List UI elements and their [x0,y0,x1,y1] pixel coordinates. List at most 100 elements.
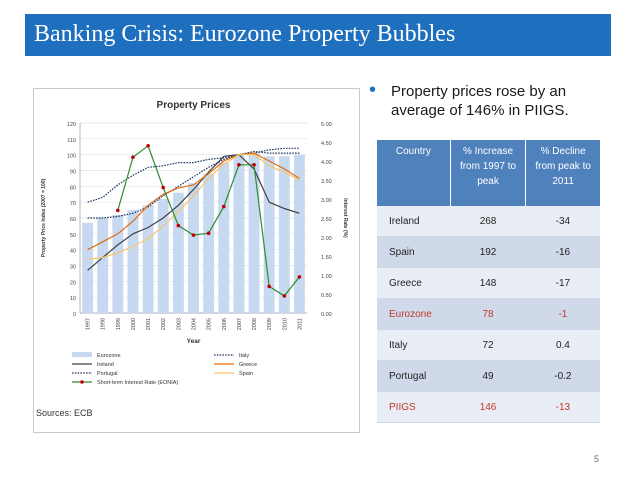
y-tick-label: 90 [70,170,76,176]
series-line-ireland [87,154,300,271]
bar-eurozone [82,222,94,313]
header-increase: % Increase from 1997 to peak [450,140,527,206]
eonia-marker [267,284,271,289]
y-tick-label: 60 [70,217,76,223]
cell-increase: 192 [450,236,526,268]
x-tick-label: 2007 [237,318,243,330]
bar-eurozone [157,199,169,313]
property-table: Country % Increase from 1997 to peak % D… [377,140,600,423]
eonia-marker [161,185,166,190]
title-bar: Banking Crisis: Eurozone Property Bubble… [25,14,611,56]
y-tick-label: 110 [67,138,76,144]
y-tick-label: 120 [67,122,76,128]
x-tick-label: 2000 [131,318,137,330]
legend-label: Short-term Interest Rate (EONIA) [97,380,178,386]
table-row: PIIGS 146 -13 [377,391,600,423]
eonia-marker [297,275,302,279]
cell-increase: 148 [450,267,526,299]
y2-tick-label: 3.50 [321,179,332,185]
header-decline: % Decline from peak to 2011 [525,140,600,206]
y-tick-label: 50 [70,233,76,239]
cell-increase: 72 [450,329,526,361]
bar-eurozone [112,214,124,313]
bar-eurozone [172,192,184,313]
table-header-row: Country % Increase from 1997 to peak % D… [377,140,600,206]
table-row: Greece 148 -17 [377,267,600,299]
y-axis-label: Property Price Index (2007 = 100) [41,178,47,257]
eonia-marker [146,144,150,148]
eonia-marker [282,294,287,298]
y-tick-label: 40 [70,249,76,255]
series-line-spain [87,154,300,260]
y-tick-label: 80 [70,185,76,191]
cell-country: Spain [377,236,451,268]
cell-decline: -34 [525,206,600,237]
cell-increase: 146 [450,391,526,423]
cell-country: Italy [377,329,451,361]
y2-tick-label: 4.50 [321,141,332,147]
page-number: 5 [594,454,600,464]
x-tick-label: 2001 [146,318,152,330]
y-tick-label: 0 [73,312,76,318]
cell-country: PIIGS [377,391,451,423]
y-tick-label: 20 [70,280,76,286]
cell-decline: -1 [525,298,600,330]
property-prices-chart: Property Prices 0 10 20 30 40 50 60 70 80 90 100 110… [41,100,348,386]
table-row: Italy 72 0.4 [377,329,600,361]
eonia-marker [206,231,211,235]
cell-decline: -16 [525,236,600,268]
eonia-marker [191,233,196,237]
x-tick-label: 2006 [222,318,228,330]
y2-tick-label: 5.00 [321,122,332,128]
bar-eurozone [203,173,215,313]
x-tick-label: 2008 [252,318,258,330]
y2-tick-label: 1.00 [321,274,332,280]
x-axis-label: Year [187,338,201,345]
legend-label: Eurozone [97,353,121,359]
eonia-marker [237,163,241,167]
cell-decline: -0.2 [525,360,600,392]
bar-eurozone [233,154,245,313]
y-tick-label: 30 [70,265,76,271]
bar-eurozone [218,162,230,313]
series-line-portugal [87,147,300,203]
cell-country: Eurozone [377,298,451,330]
x-tick-label: 2005 [207,318,213,330]
x-tick-label: 2003 [176,318,182,330]
y2-axis-label: Interest Rate (%) [342,198,348,238]
cell-decline: -17 [525,267,600,299]
legend-marker [80,380,84,384]
table-row: Portugal 49 -0.2 [377,360,600,392]
x-tick-label: 2011 [297,318,303,330]
bar-eurozone [278,156,290,313]
y-tick-label: 100 [67,154,76,160]
legend-label: Greece [239,362,257,368]
slide-title: Banking Crisis: Eurozone Property Bubble… [34,21,456,47]
x-tick-label: 1999 [116,318,122,330]
y2-tick-label: 3.00 [321,198,332,204]
series-line-greece [87,152,300,251]
y2-tick-label: 0.50 [321,293,332,299]
eonia-marker [131,155,135,159]
y2-tick-label: 1.50 [321,255,332,261]
table-row: Spain 192 -16 [377,236,600,268]
bar-eurozone [188,183,199,313]
cell-country: Ireland [377,206,451,237]
chart-container: Property Prices 0 10 20 30 40 50 60 70 80 90 100 110… [33,88,360,433]
eonia-marker [116,208,120,213]
cell-country: Portugal [377,360,451,392]
bar-eurozone [293,154,305,313]
bar-eurozone [127,210,139,313]
y2-tick-label: 2.50 [321,217,332,223]
sources-note: Sources: ECB [36,408,93,418]
eonia-marker [176,223,181,228]
cell-increase: 268 [450,206,526,237]
y2-tick-label: 0.00 [321,312,332,318]
bullet-icon: • [369,79,377,101]
table-row: Eurozone 78 -1 [377,298,600,330]
x-tick-label: 1998 [101,318,107,330]
bar-eurozone [142,205,154,313]
header-country: Country [377,140,451,206]
bar-eurozone [248,153,260,313]
y-tick-label: 70 [70,201,76,207]
